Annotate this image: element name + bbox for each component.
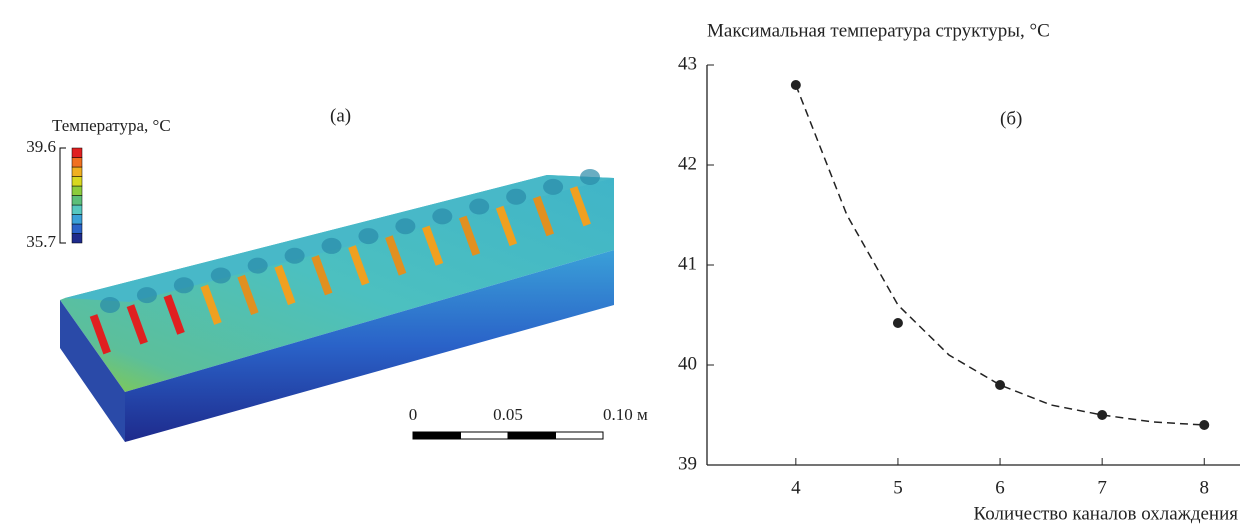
scale-segment — [461, 432, 509, 439]
scale-segment — [556, 432, 604, 439]
y-tick-label: 40 — [678, 353, 697, 374]
colorbar-swatch — [72, 205, 82, 215]
channel-hole — [248, 258, 268, 274]
channel-hole — [543, 179, 563, 195]
colorbar-swatch — [72, 196, 82, 206]
y-tick-label: 41 — [678, 253, 697, 274]
y-tick-label: 42 — [678, 153, 697, 174]
colorbar-swatch — [72, 177, 82, 187]
colorbar-title: Температура, °C — [52, 116, 171, 135]
channel-hole — [137, 287, 157, 303]
scale-label: 0 — [409, 405, 418, 424]
y-tick-label: 39 — [678, 453, 697, 474]
colorbar-swatch — [72, 186, 82, 196]
colorbar-bracket — [60, 148, 66, 243]
channel-hole — [358, 228, 378, 244]
channel-hole — [100, 297, 120, 313]
channel-hole — [322, 238, 342, 254]
x-tick-label: 4 — [791, 477, 801, 498]
x-tick-label: 8 — [1200, 477, 1210, 498]
channel-hole — [395, 218, 415, 234]
channel-hole — [285, 248, 305, 264]
colorbar-swatch — [72, 148, 82, 158]
colorbar-min-label: 35.7 — [26, 232, 56, 251]
x-tick-label: 6 — [995, 477, 1005, 498]
channel-hole — [174, 277, 194, 293]
page: (а) Температура, °C 39.6 35.7 0 0.05 0.10 м… — [0, 0, 1250, 527]
colorbar-max-label: 39.6 — [26, 137, 56, 156]
colorbar-swatch — [72, 224, 82, 234]
block-render — [60, 169, 614, 442]
x-tick-label: 7 — [1097, 477, 1107, 498]
plot: 39 40 41 42 43 4 5 6 7 8 — [678, 53, 1240, 498]
panel-label: (а) — [330, 105, 351, 126]
fit-curve — [796, 85, 1204, 425]
y-tick-label: 43 — [678, 53, 697, 74]
scale-segment — [413, 432, 461, 439]
channel-hole — [469, 199, 489, 215]
x-axis-label: Количество каналов охлаждения — [973, 503, 1238, 524]
data-point — [995, 380, 1005, 390]
channel-hole — [506, 189, 526, 205]
figure: (а) Температура, °C 39.6 35.7 0 0.05 0.10 м… — [0, 0, 1250, 527]
scale-bar: 0 0.05 0.10 м — [409, 405, 648, 439]
colorbar-swatch — [72, 167, 82, 177]
channel-hole — [432, 208, 452, 224]
data-point — [791, 80, 801, 90]
channel-hole — [211, 267, 231, 283]
scale-label: 0.05 — [493, 405, 523, 424]
channel-hole — [580, 169, 600, 185]
chart-title: Максимальная температура структуры, °C — [707, 20, 1050, 41]
scale-segment — [508, 432, 556, 439]
scale-label: 0.10 м — [603, 405, 648, 424]
x-tick-label: 5 — [893, 477, 903, 498]
annotation: (б) — [1000, 108, 1022, 129]
colorbar-swatch — [72, 234, 82, 244]
data-point — [1097, 410, 1107, 420]
colorbar-swatch — [72, 158, 82, 168]
data-point — [1199, 420, 1209, 430]
data-point — [893, 318, 903, 328]
colorbar-swatch — [72, 215, 82, 225]
colorbar: 39.6 35.7 — [26, 137, 82, 251]
